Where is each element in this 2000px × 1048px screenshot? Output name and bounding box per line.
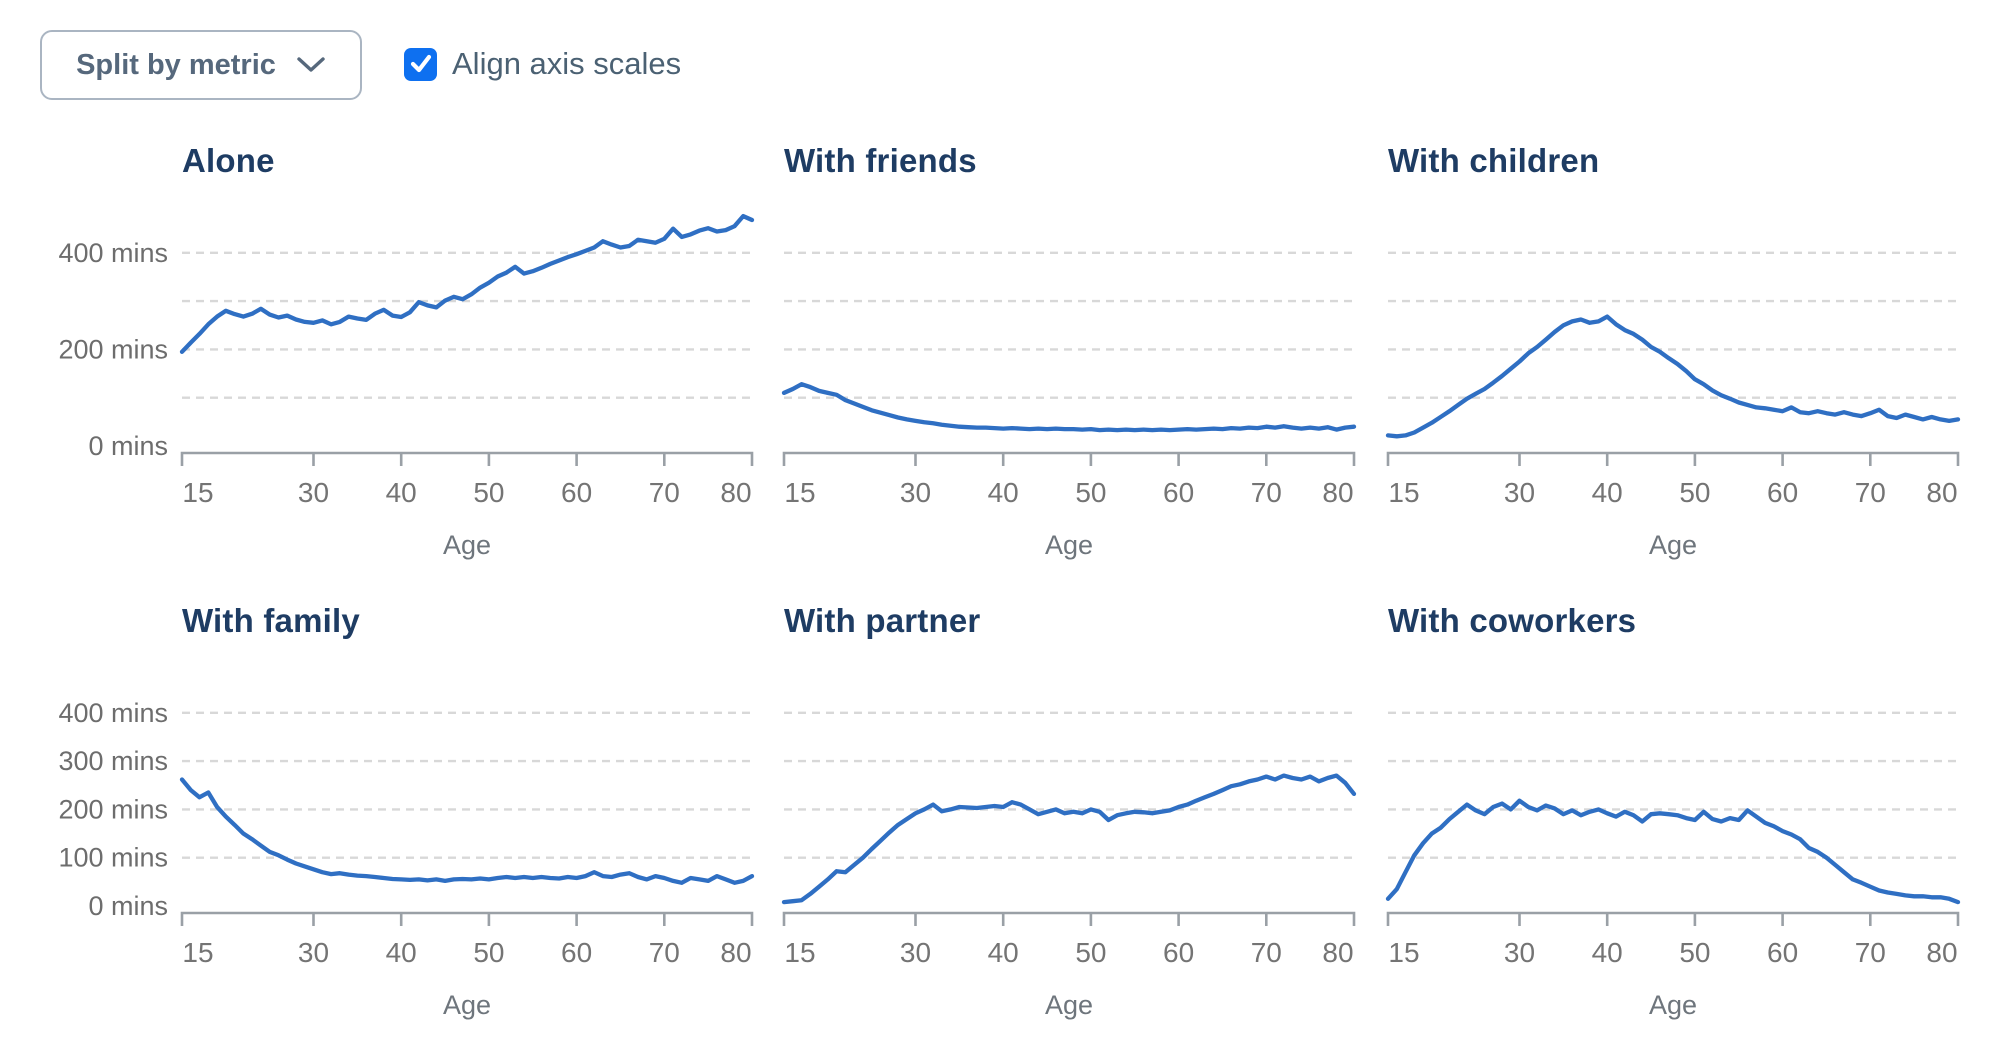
- chart-plot-with-friends: 15 30 40 50 60 70 80 Age: [781, 251, 1358, 560]
- chart-with-friends: With friends 15 30 40 50 60 70 80 Age: [612, 142, 1382, 574]
- x-tick-label: 70: [649, 937, 680, 968]
- data-line: [1385, 314, 1961, 439]
- align-axis-label: Align axis scales: [452, 46, 682, 81]
- x-axis-title: Age: [1649, 990, 1697, 1020]
- split-by-label: Split by metric: [76, 48, 276, 81]
- check-icon: [410, 54, 431, 73]
- x-tick-label: 30: [298, 937, 329, 968]
- x-tick-label: 50: [1679, 937, 1710, 968]
- x-tick-label: 80: [720, 477, 751, 508]
- x-tick-label: 40: [1592, 937, 1623, 968]
- x-tick-label: 15: [182, 937, 213, 968]
- data-line: [1385, 798, 1961, 905]
- data-line: [179, 213, 755, 354]
- chart-with-family: With family 400 mins 300 mins 200 mins 100 …: [10, 602, 780, 1034]
- x-axis: [782, 451, 1356, 466]
- x-tick-label: 30: [1504, 477, 1535, 508]
- chart-title: Alone: [182, 142, 275, 179]
- chevron-down-icon: [297, 57, 325, 72]
- x-axis: [180, 911, 754, 926]
- data-line: [179, 777, 755, 885]
- y-axis-label: 0 mins: [88, 891, 168, 921]
- x-axis-title: Age: [443, 530, 491, 560]
- x-tick-label: 80: [1322, 477, 1353, 508]
- split-by-dropdown[interactable]: Split by metric: [40, 30, 362, 100]
- x-tick-label: 60: [1163, 937, 1194, 968]
- chart-title: With children: [1388, 142, 1600, 179]
- x-tick-label: 80: [1926, 937, 1957, 968]
- chart-with-children: With children 15 30 40 50 60 70 80 Age: [1216, 142, 1986, 574]
- chart-title: With family: [182, 602, 360, 639]
- chart-plot-alone: 400 mins 200 mins 0 mins 15 30 40 50 60 70 80 Age: [58, 213, 756, 560]
- x-tick-label: 40: [1592, 477, 1623, 508]
- x-tick-label: 60: [561, 477, 592, 508]
- x-tick-label: 50: [1075, 477, 1106, 508]
- chart-title: With partner: [784, 602, 981, 639]
- y-axis-label: 100 mins: [58, 843, 168, 873]
- x-tick-label: 80: [1926, 477, 1957, 508]
- x-axis: [782, 911, 1356, 926]
- x-axis-title: Age: [443, 990, 491, 1020]
- chart-plot-with-partner: 15 30 40 50 60 70 80 Age: [781, 711, 1358, 1020]
- x-tick-label: 40: [386, 477, 417, 508]
- x-tick-label: 60: [561, 937, 592, 968]
- y-axis-label: 200 mins: [58, 334, 168, 364]
- x-tick-label: 50: [473, 937, 504, 968]
- chart-plot-with-children: 15 30 40 50 60 70 80 Age: [1385, 251, 1962, 560]
- x-tick-label: 40: [988, 477, 1019, 508]
- x-axis: [180, 451, 754, 466]
- x-tick-label: 60: [1163, 477, 1194, 508]
- x-tick-label: 30: [900, 477, 931, 508]
- chart-alone: Alone 400 mins 200 mins 0 mins 15 30 40 50 60 70…: [10, 142, 780, 574]
- x-tick-label: 15: [784, 937, 815, 968]
- x-tick-label: 30: [1504, 937, 1535, 968]
- x-axis-title: Age: [1649, 530, 1697, 560]
- x-tick-label: 30: [298, 477, 329, 508]
- y-axis-label: 300 mins: [58, 746, 168, 776]
- y-axis-label: 400 mins: [58, 238, 168, 268]
- x-tick-label: 15: [1388, 477, 1419, 508]
- chart-with-coworkers: With coworkers 15 30 40 50 60 70 80 Age: [1216, 602, 1986, 1034]
- x-tick-label: 60: [1767, 477, 1798, 508]
- x-tick-label: 60: [1767, 937, 1798, 968]
- x-tick-label: 50: [1679, 477, 1710, 508]
- x-tick-label: 70: [1855, 937, 1886, 968]
- data-line: [781, 773, 1357, 905]
- y-axis-label: 0 mins: [88, 431, 168, 461]
- chart-title: With friends: [784, 142, 977, 179]
- align-axis-toggle[interactable]: Align axis scales: [404, 46, 681, 82]
- x-axis: [1386, 911, 1960, 926]
- x-tick-label: 40: [988, 937, 1019, 968]
- x-tick-label: 30: [900, 937, 931, 968]
- x-tick-label: 80: [1322, 937, 1353, 968]
- x-tick-label: 15: [784, 477, 815, 508]
- chart-title: With coworkers: [1388, 602, 1637, 639]
- y-axis-label: 200 mins: [58, 794, 168, 824]
- x-tick-label: 70: [1251, 937, 1282, 968]
- x-tick-label: 50: [1075, 937, 1106, 968]
- y-axis-label: 400 mins: [58, 698, 168, 728]
- x-axis-title: Age: [1045, 530, 1093, 560]
- x-tick-label: 15: [1388, 937, 1419, 968]
- x-tick-label: 70: [1855, 477, 1886, 508]
- x-tick-label: 80: [720, 937, 751, 968]
- chart-plot-with-coworkers: 15 30 40 50 60 70 80 Age: [1385, 711, 1962, 1020]
- x-axis: [1386, 451, 1960, 466]
- x-tick-label: 40: [386, 937, 417, 968]
- data-line: [781, 382, 1357, 433]
- x-tick-label: 15: [182, 477, 213, 508]
- x-tick-label: 50: [473, 477, 504, 508]
- chart-with-partner: With partner 15 30 40 50 60 70 80 Age: [612, 602, 1382, 1034]
- x-tick-label: 70: [649, 477, 680, 508]
- chart-plot-with-family: 400 mins 300 mins 200 mins 100 mins 0 mins 15…: [58, 698, 756, 1020]
- align-axis-checkbox[interactable]: [404, 47, 437, 81]
- x-tick-label: 70: [1251, 477, 1282, 508]
- x-axis-title: Age: [1045, 990, 1093, 1020]
